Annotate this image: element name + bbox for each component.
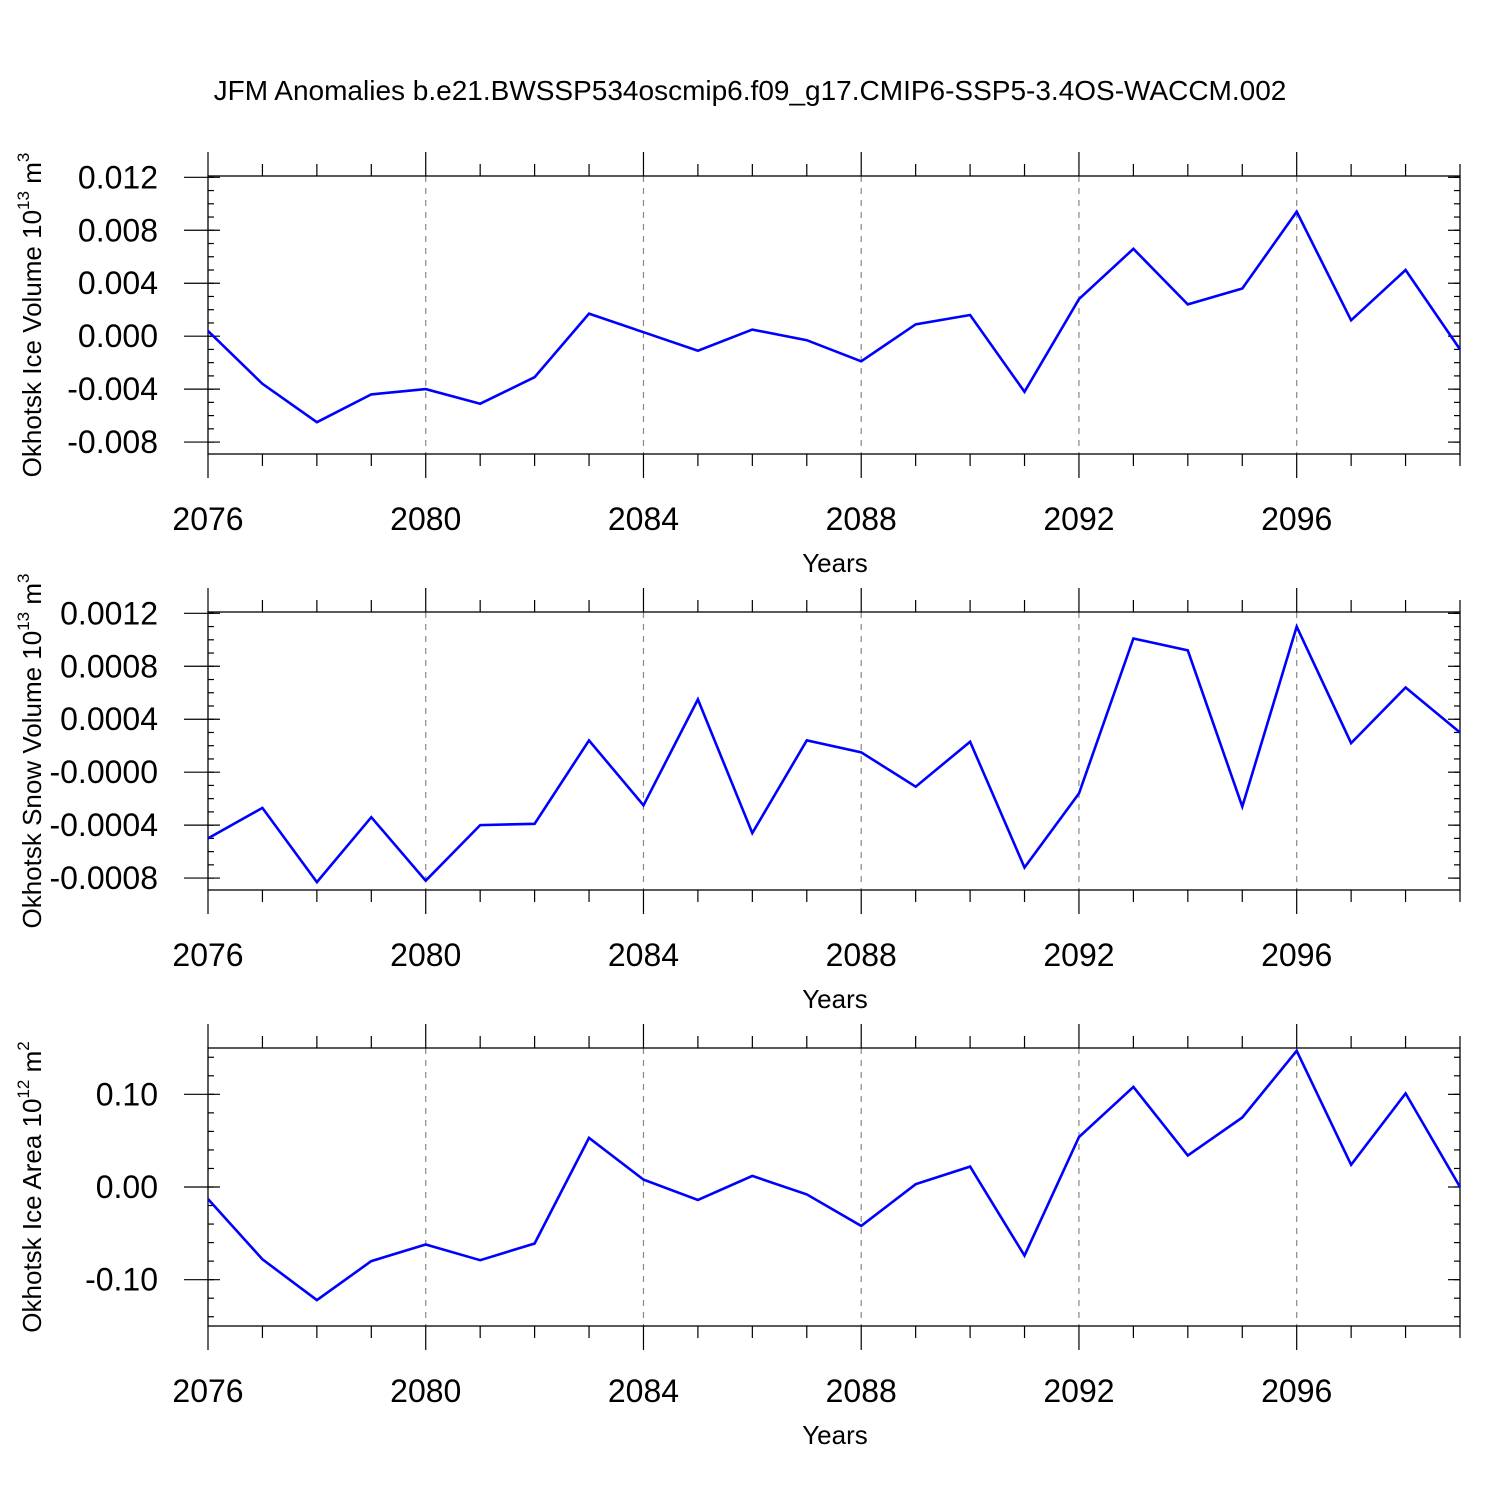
x-tick-label: 2096 xyxy=(1261,501,1332,537)
y-tick-label: -0.0004 xyxy=(49,807,158,843)
data-line xyxy=(207,622,1461,885)
y-tick-label: 0.00 xyxy=(96,1169,158,1205)
x-tick-label: 2096 xyxy=(1261,937,1332,973)
panels: 2076 2080 2084 2088 2092 2096 -0.008 -0.004 0.00… xyxy=(14,152,1462,1450)
y-tick-label: 0.10 xyxy=(96,1076,158,1112)
x-tick-label: 2080 xyxy=(390,501,461,537)
y-tick-label: -0.004 xyxy=(67,371,158,407)
y-tick-label: 0.000 xyxy=(78,318,158,354)
x-tick-label: 2080 xyxy=(390,937,461,973)
y-tick-label: 0.0004 xyxy=(60,701,158,737)
data-line xyxy=(207,1048,1462,1302)
x-tick-label: 2088 xyxy=(826,1373,897,1409)
x-tick-label: 2080 xyxy=(390,1373,461,1409)
x-tick-label: 2088 xyxy=(826,937,897,973)
y-tick-label: -0.10 xyxy=(85,1262,158,1298)
figure-title: JFM Anomalies b.e21.BWSSP534oscmip6.f09_… xyxy=(214,75,1287,106)
y-tick-label: -0.0000 xyxy=(49,754,158,790)
panel-1: 2076 2080 2084 2088 2092 2096 -0.008 -0.004 0.00… xyxy=(14,152,1462,578)
x-tick-label: 2076 xyxy=(172,1373,243,1409)
x-tick-label: 2084 xyxy=(608,1373,679,1409)
x-tick-label: 2084 xyxy=(608,501,679,537)
y-tick-label: -0.008 xyxy=(67,424,158,460)
x-axis-label: Years xyxy=(802,548,868,578)
y-axis-label: Okhotsk Snow Volume 1013 m3 xyxy=(14,574,47,929)
plot-frame xyxy=(207,611,1461,891)
x-tick-label: 2092 xyxy=(1043,501,1114,537)
x-axis-label: Years xyxy=(802,1420,868,1450)
y-axis-label: Okhotsk Ice Volume 1013 m3 xyxy=(14,153,47,478)
x-tick-label: 2092 xyxy=(1043,1373,1114,1409)
y-tick-label: -0.0008 xyxy=(49,860,158,896)
x-tick-label: 2076 xyxy=(172,501,243,537)
y-tick-label: 0.0008 xyxy=(60,648,158,684)
x-tick-label: 2092 xyxy=(1043,937,1114,973)
x-tick-label: 2088 xyxy=(826,501,897,537)
x-tick-label: 2084 xyxy=(608,937,679,973)
y-tick-label: 0.0012 xyxy=(60,595,158,631)
y-tick-label: 0.004 xyxy=(78,265,158,301)
plot-frame xyxy=(207,175,1461,455)
x-tick-label: 2076 xyxy=(172,937,243,973)
x-tick-label: 2096 xyxy=(1261,1373,1332,1409)
data-line xyxy=(207,209,1462,424)
panel-3: 2076 2080 2084 2088 2092 2096 -0.10 0.00 0.10 Yea… xyxy=(14,1024,1462,1450)
y-axis-label: Okhotsk Ice Area 1012 m2 xyxy=(14,1041,47,1332)
panel-2: 2076 2080 2084 2088 2092 2096 -0.0008 -0.0004 -0… xyxy=(14,574,1461,1014)
plot-frame xyxy=(207,1047,1461,1327)
x-axis-label: Years xyxy=(802,984,868,1014)
y-tick-label: 0.008 xyxy=(78,212,158,248)
y-tick-label: 0.012 xyxy=(78,159,158,195)
